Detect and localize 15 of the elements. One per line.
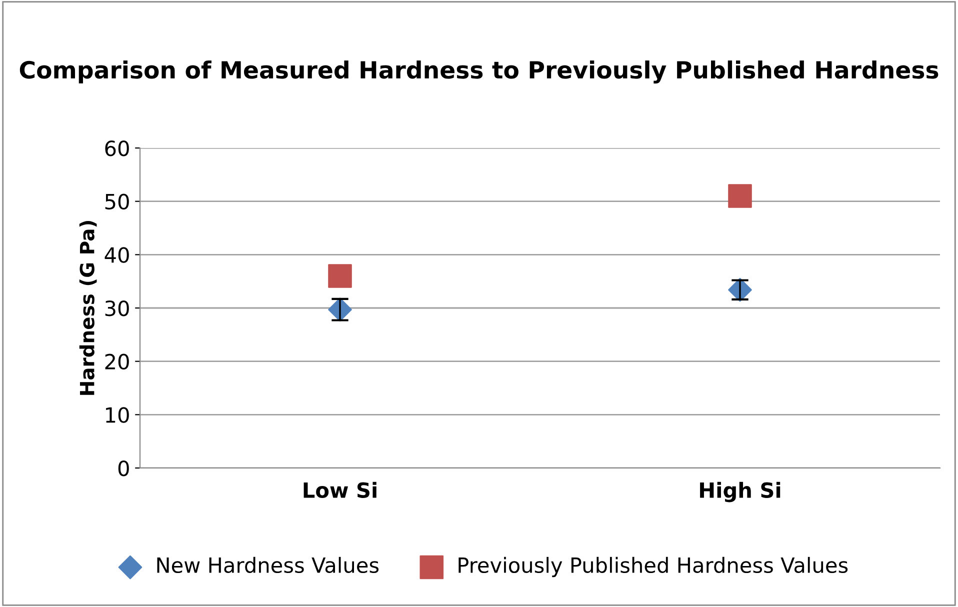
y-tick-label: 30: [105, 300, 129, 316]
y-tick-label: 50: [105, 194, 129, 210]
y-tick-label: 40: [104, 247, 129, 263]
legend-label: New Hardness Values: [157, 556, 379, 574]
y-tick-label: 0: [118, 460, 129, 476]
x-tick-label: High Si: [700, 482, 780, 502]
y-tick-label: 20: [105, 354, 129, 370]
point: [728, 184, 752, 208]
legend-label: Previously Published Hardness Values: [458, 556, 848, 578]
y-axis-title: Hardness (G Pa): [79, 221, 97, 395]
y-tick-label: 60: [105, 140, 129, 156]
y-tick-label: 10: [106, 407, 129, 423]
point: [328, 264, 352, 288]
x-tick-label: Low Si: [304, 482, 376, 498]
chart-title: Comparison of Measured Hardness to Previously Published Hardness: [20, 60, 938, 84]
